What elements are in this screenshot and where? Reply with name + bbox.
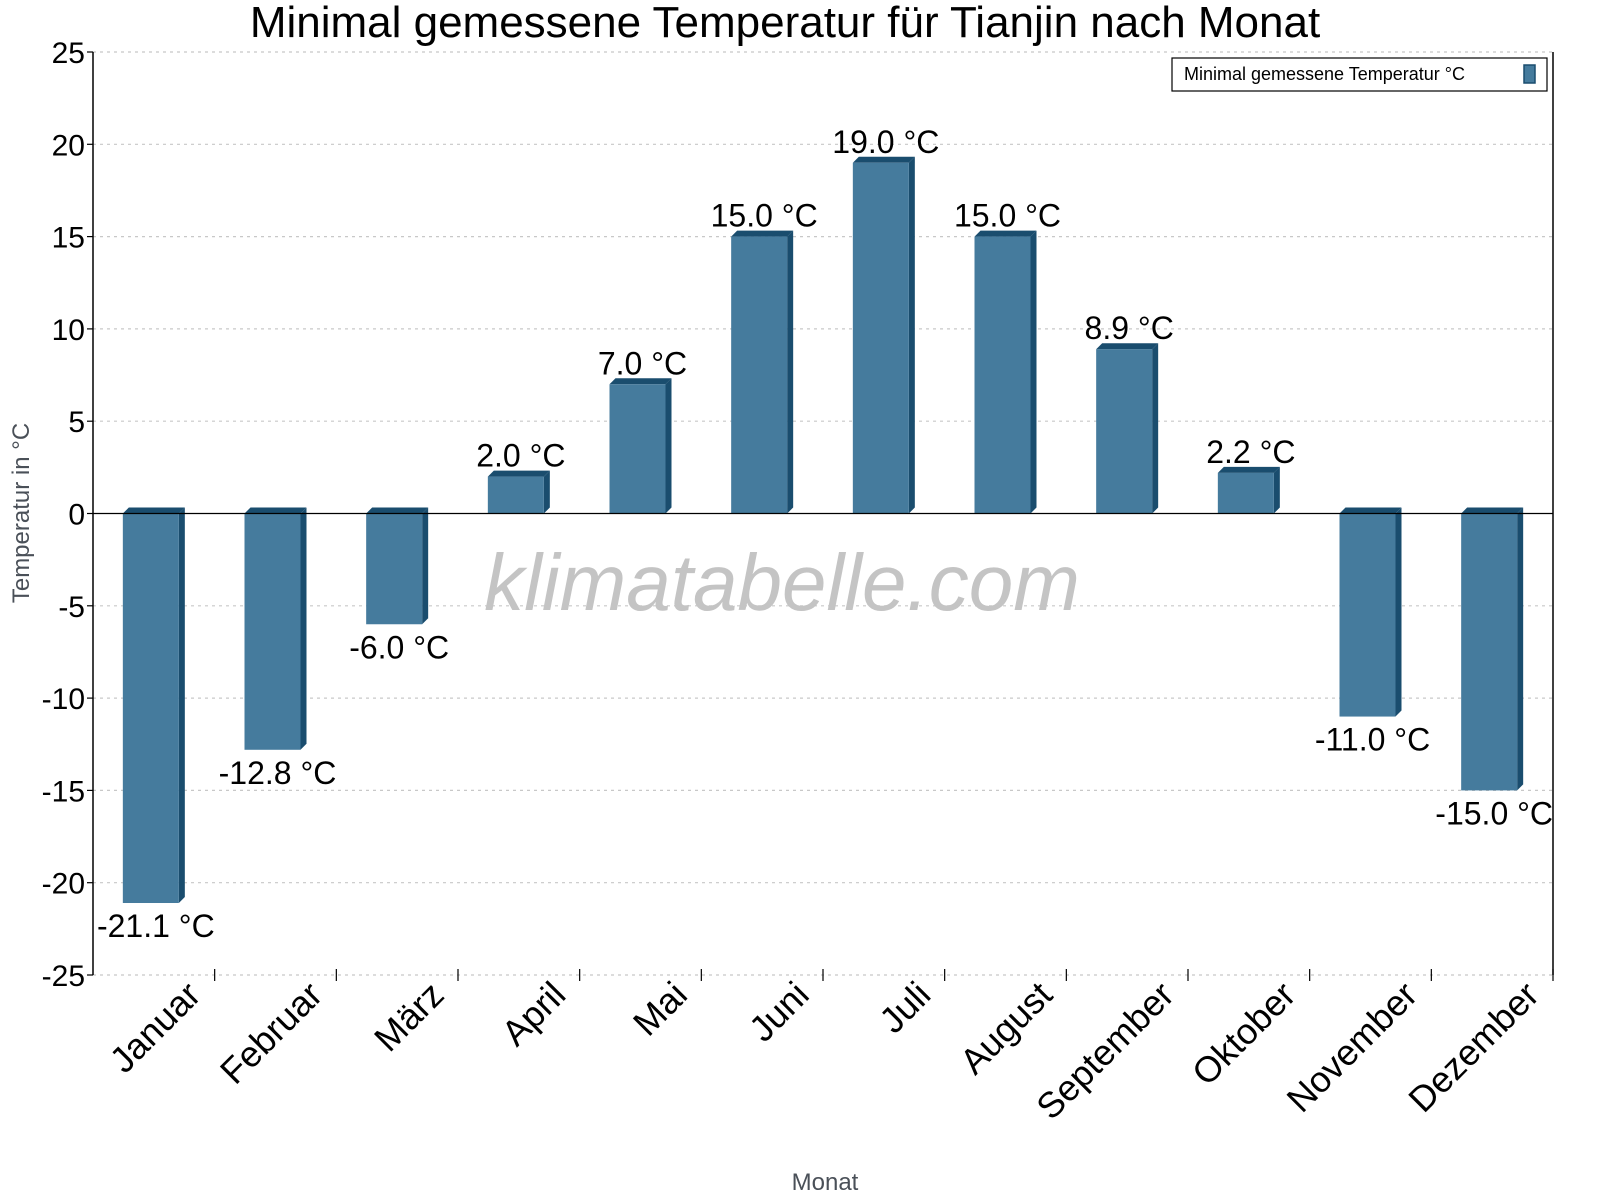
value-label: 7.0 °C	[598, 345, 687, 381]
x-tick-label: Juni	[741, 974, 817, 1050]
value-label: 2.2 °C	[1206, 434, 1295, 470]
x-tick-label: Februar	[212, 974, 330, 1092]
bar	[122, 507, 185, 904]
y-tick-label: -10	[42, 683, 85, 716]
x-tick-label: Dezember	[1400, 974, 1546, 1120]
value-label: 15.0 °C	[711, 198, 818, 234]
legend-box	[1171, 57, 1548, 92]
y-tick-label: -20	[42, 868, 85, 901]
value-label: -11.0 °C	[1315, 722, 1430, 758]
value-label: 8.9 °C	[1085, 310, 1174, 346]
y-tick-label: -15	[42, 775, 85, 808]
x-tick-label: Juli	[871, 974, 938, 1041]
value-label: 2.0 °C	[476, 438, 565, 474]
y-tick-label: -25	[42, 960, 85, 993]
bar	[731, 230, 794, 514]
value-label: -15.0 °C	[1435, 795, 1553, 831]
chart-title: Minimal gemessene Temperatur für Tianjin…	[250, 0, 1320, 47]
x-axis-label: Monat	[792, 1169, 859, 1196]
y-tick-label: 15	[52, 222, 85, 255]
y-tick-label: 0	[68, 499, 85, 532]
bar	[974, 230, 1037, 514]
x-axis-ticks: Januar Februar März April Mai Juni Juli AugustS…	[101, 969, 1554, 1127]
x-tick-label: Januar	[101, 974, 208, 1081]
bar	[609, 378, 672, 514]
x-tick-label: November	[1279, 974, 1425, 1120]
value-label: 15.0 °C	[954, 198, 1061, 234]
legend-swatch	[1523, 64, 1536, 84]
value-labels: -21.1 °C -12.8 °C -6.0 °C 2.0 °C 7.0 °C 15.0 …	[97, 124, 1553, 944]
bar	[244, 507, 307, 750]
x-tick-label: März	[366, 974, 452, 1060]
x-tick-label: August	[952, 974, 1060, 1082]
watermark: klimatabelle.com	[484, 538, 1080, 627]
y-axis-label: Temperatur in °C	[8, 423, 35, 603]
bar	[1461, 507, 1524, 791]
value-label: -12.8 °C	[219, 755, 337, 791]
bar	[487, 470, 550, 514]
y-tick-label: -5	[58, 591, 85, 624]
bar	[1096, 343, 1159, 514]
bar	[1217, 466, 1280, 514]
value-label: -21.1 °C	[97, 908, 215, 944]
x-tick-label: Mai	[625, 974, 695, 1044]
y-axis-ticks: 25 20 15 10 5 0 -5 -10 -15 -20 -25	[42, 37, 93, 993]
bar	[852, 156, 915, 514]
bar	[1339, 507, 1402, 717]
watermark-text: klimatabelle.com	[484, 538, 1080, 627]
y-tick-label: 5	[68, 406, 85, 439]
axes	[92, 52, 1554, 975]
legend-label: Minimal gemessene Temperatur °C	[1184, 64, 1465, 84]
legend: Minimal gemessene Temperatur °C	[1171, 57, 1548, 92]
y-tick-label: 25	[52, 37, 85, 70]
bar	[366, 507, 429, 625]
x-tick-label: April	[493, 974, 573, 1054]
value-label: 19.0 °C	[832, 124, 939, 160]
y-tick-label: 20	[52, 129, 85, 162]
x-tick-label: Oktober	[1184, 974, 1304, 1094]
value-label: -6.0 °C	[349, 629, 449, 665]
bar-series	[122, 156, 1524, 904]
y-tick-label: 10	[52, 314, 85, 347]
